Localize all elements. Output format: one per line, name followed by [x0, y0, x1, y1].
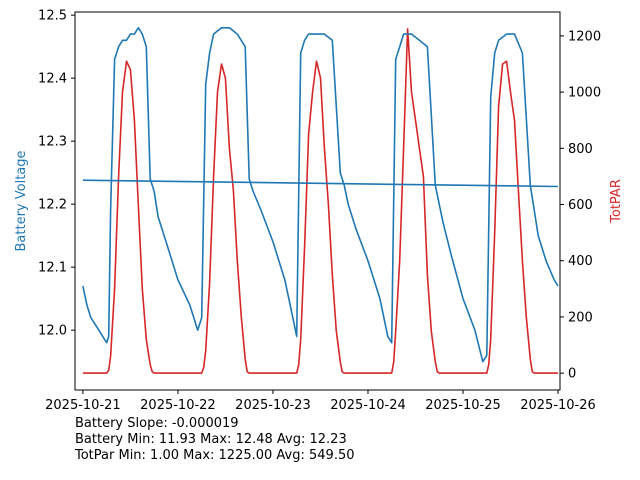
totpar-line [82, 28, 558, 374]
battery-stats-text: Battery Min: 11.93 Max: 12.48 Avg: 12.23 [75, 432, 347, 447]
right-y-axis: 0 200 400 600 800 1000 1200 [560, 29, 601, 382]
x-tick-label: 2025-10-22 [140, 398, 216, 413]
plot-frame [74, 11, 561, 391]
battery-trend-line [82, 179, 559, 188]
stats-text: Battery Slope: -0.000019 Battery Min: 11… [75, 416, 355, 464]
x-axis: 2025-10-21 2025-10-22 2025-10-23 2025-10-24… [45, 390, 596, 413]
plot-lines [82, 26, 559, 374]
left-y-tick-label: 12.5 [38, 9, 67, 24]
right-y-tick-label: 800 [568, 142, 593, 157]
x-tick-label: 2025-10-23 [235, 398, 311, 413]
left-y-tick-label: 12.2 [38, 198, 67, 213]
left-axis-title: Battery Voltage [14, 150, 29, 251]
right-y-tick-label: 1000 [568, 86, 601, 101]
x-tick-label: 2025-10-21 [45, 398, 121, 413]
left-y-tick-label: 12.1 [38, 261, 67, 276]
totpar-stats-text: TotPar Min: 1.00 Max: 1225.00 Avg: 549.5… [75, 448, 355, 463]
left-y-tick-label: 12.4 [38, 72, 67, 87]
left-y-axis: 12.0 12.1 12.2 12.3 12.4 12.5 [38, 9, 75, 339]
right-y-tick-label: 0 [568, 367, 576, 382]
battery-voltage-line [82, 26, 559, 363]
right-y-tick-label: 1200 [568, 29, 601, 44]
x-tick-label: 2025-10-24 [330, 398, 406, 413]
right-y-tick-label: 400 [568, 254, 593, 269]
battery-slope-text: Battery Slope: -0.000019 [75, 416, 239, 431]
x-tick-label: 2025-10-26 [520, 398, 596, 413]
x-tick-label: 2025-10-25 [425, 398, 501, 413]
right-axis-title: TotPAR [609, 179, 624, 224]
right-y-tick-label: 600 [568, 198, 593, 213]
left-y-tick-label: 12.0 [38, 324, 67, 339]
right-y-tick-label: 200 [568, 310, 593, 325]
left-y-tick-label: 12.3 [38, 135, 67, 150]
